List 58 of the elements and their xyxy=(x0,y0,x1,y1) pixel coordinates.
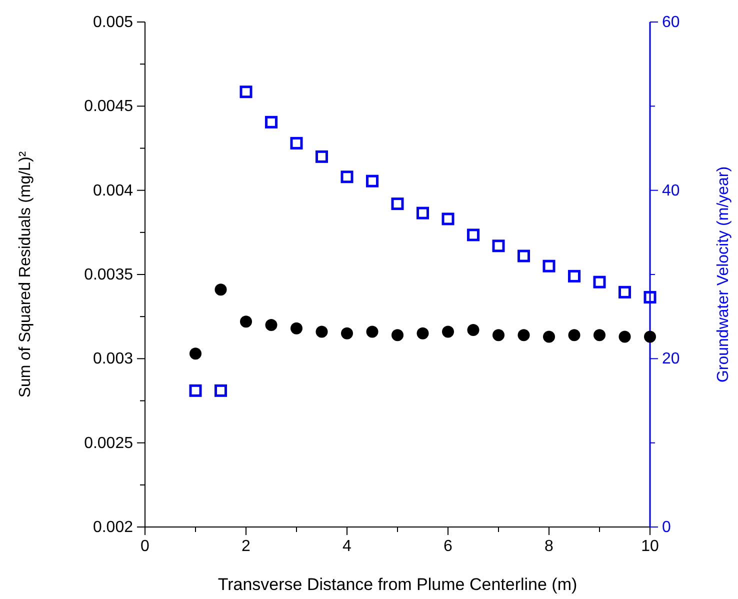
point xyxy=(214,284,227,296)
x-tick-label: 4 xyxy=(342,538,352,555)
point xyxy=(644,290,656,304)
x-tick-label: 6 xyxy=(444,538,453,555)
point xyxy=(442,212,454,226)
y-tick-label: 0.002 xyxy=(92,519,134,536)
y-axis-title: Sum of Squared Residuals (mg/L)² xyxy=(17,150,34,398)
y2-tick-label: 20 xyxy=(662,350,680,368)
point xyxy=(618,286,631,298)
point xyxy=(265,116,278,128)
point xyxy=(366,174,378,188)
point xyxy=(467,324,480,336)
y-tick-label: 0.003 xyxy=(92,350,134,368)
point xyxy=(492,329,504,342)
y2-tick-label: 40 xyxy=(662,182,680,200)
y-tick-label: 0.004 xyxy=(92,182,134,200)
point xyxy=(593,276,606,288)
point xyxy=(416,327,429,340)
y-tick-label: 0.0025 xyxy=(84,434,134,452)
point xyxy=(416,206,429,220)
point xyxy=(190,348,202,360)
x-tick-label: 10 xyxy=(641,538,659,555)
point xyxy=(568,270,580,282)
point xyxy=(391,198,404,210)
point xyxy=(366,326,378,338)
point xyxy=(467,228,480,242)
y-tick-label: 0.0045 xyxy=(84,98,134,116)
y-tick-label: 0.0035 xyxy=(84,266,134,284)
point xyxy=(492,240,505,252)
x-axis-title: Transverse Distance from Plume Centerline (m) xyxy=(218,575,578,594)
x-tick-label: 8 xyxy=(544,538,554,555)
point xyxy=(594,329,606,342)
point xyxy=(568,329,580,342)
point xyxy=(518,250,530,262)
y-tick-label: 0.005 xyxy=(92,14,134,31)
point xyxy=(214,384,227,397)
point xyxy=(290,322,302,334)
point xyxy=(189,384,202,397)
x-tick-label: 0 xyxy=(140,538,150,555)
point xyxy=(316,326,328,338)
point xyxy=(340,170,354,184)
point xyxy=(265,319,278,331)
point xyxy=(442,326,454,338)
point xyxy=(518,329,530,342)
point xyxy=(316,150,328,163)
point xyxy=(392,329,404,342)
point xyxy=(542,260,556,272)
point xyxy=(341,327,353,340)
y2-tick-label: 0 xyxy=(662,519,671,536)
x-tick-label: 2 xyxy=(242,538,251,555)
point xyxy=(644,330,656,343)
y2-tick-label: 60 xyxy=(662,14,680,31)
point xyxy=(618,330,631,343)
point xyxy=(543,330,555,343)
point xyxy=(240,316,252,328)
point xyxy=(290,136,303,150)
y2-axis-title: Groundwater Velocity (m/year) xyxy=(715,166,732,383)
point xyxy=(240,86,252,98)
